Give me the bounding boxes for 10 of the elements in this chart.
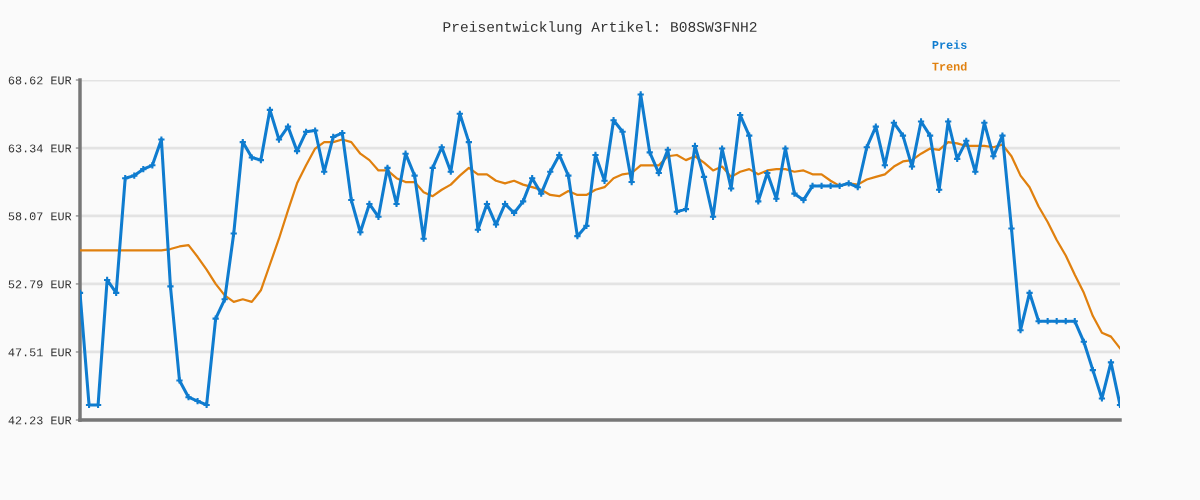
line-series [80, 138, 1120, 350]
y-tick-label: 52.79 EUR [8, 280, 72, 289]
chart-title: Preisentwicklung Artikel: B08SW3FNH2 [443, 21, 757, 35]
y-tick-label: 47.51 EUR [8, 348, 72, 357]
text: Preis [932, 40, 967, 49]
text: Trend [932, 61, 967, 71]
y-tick-label: 63.34 EUR [8, 144, 72, 153]
y-tick-label: 58.07 EUR [8, 212, 72, 221]
y-tick-label: 42.23 EUR [8, 416, 72, 425]
y-tick-label: 68.62 EUR [8, 76, 72, 85]
